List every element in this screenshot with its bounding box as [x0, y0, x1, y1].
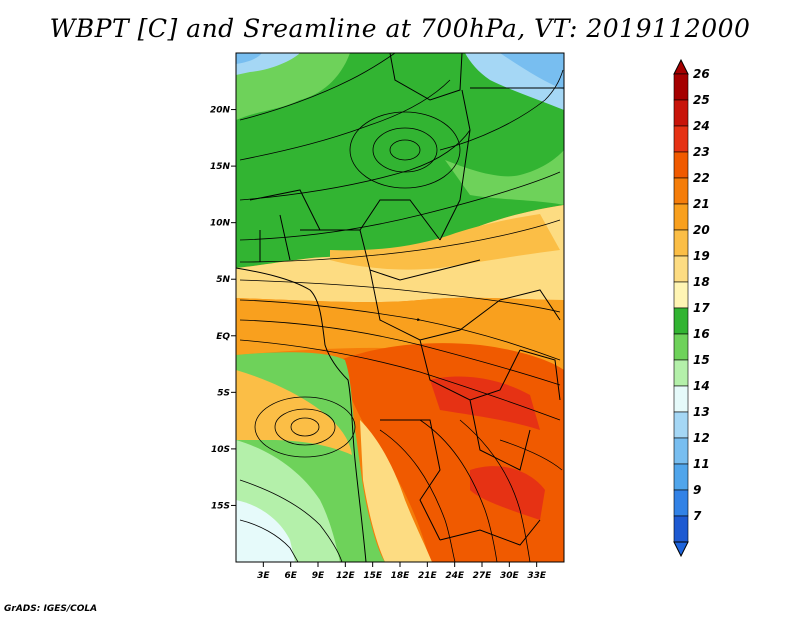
colorbar-top-arrow	[673, 58, 689, 75]
colorbar-swatch	[673, 255, 689, 283]
colorbar: 26 25 24 23 22 21 20 19 18 17 16 15 14 13 12 11 9 7	[673, 58, 710, 558]
colorbar-swatch	[673, 489, 689, 517]
colorbar-label: 18	[693, 275, 710, 289]
lon-tick-label: 27E	[473, 571, 493, 581]
colorbar-swatch	[673, 307, 689, 335]
colorbar-swatch	[673, 229, 689, 257]
colorbar-label: 23	[693, 145, 710, 159]
colorbar-label: 14	[693, 379, 710, 393]
colorbar-swatch	[673, 463, 689, 491]
lat-tick-label: 5N	[216, 275, 230, 285]
latitude-axis: 20N 15N 10N 5N EQ 5S 10S 15S	[210, 106, 236, 511]
colorbar-label: 11	[693, 457, 710, 471]
colorbar-label: 9	[693, 483, 701, 497]
lon-tick-label: 30E	[500, 571, 520, 581]
colorbar-label: 20	[693, 223, 710, 237]
colorbar-swatch	[673, 333, 689, 361]
lon-tick-label: 6E	[284, 571, 297, 581]
plot-title: WBPT [C] and Sreamline at 700hPa, VT: 20…	[49, 14, 751, 43]
lat-tick-label: 15S	[211, 501, 230, 511]
lon-tick-label: 12E	[336, 571, 356, 581]
lat-tick-label: 15N	[210, 162, 231, 172]
colorbar-label: 13	[693, 405, 710, 419]
lat-tick-label: 10S	[211, 445, 230, 455]
colorbar-swatch	[673, 281, 689, 309]
country-borders	[236, 53, 564, 562]
colorbar-label: 7	[693, 509, 702, 523]
lon-tick-label: 15E	[363, 571, 383, 581]
lon-tick-label: 18E	[391, 571, 411, 581]
colorbar-swatch	[673, 151, 689, 179]
colorbar-label: 17	[693, 301, 710, 315]
colorbar-label: 22	[693, 171, 710, 185]
colorbar-label: 15	[693, 353, 710, 367]
colorbar-swatch	[673, 125, 689, 153]
colorbar-label: 26	[693, 67, 710, 81]
colorbar-label: 19	[693, 249, 710, 263]
lon-tick-label: 24E	[445, 571, 465, 581]
colorbar-swatch	[673, 177, 689, 205]
lon-tick-label: 21E	[418, 571, 438, 581]
colorbar-swatch	[673, 73, 689, 101]
colorbar-label: 12	[693, 431, 710, 445]
colorbar-label: 21	[693, 197, 710, 211]
colorbar-swatch	[673, 411, 689, 439]
colorbar-swatch	[673, 437, 689, 465]
colorbar-label: 25	[693, 93, 710, 107]
colorbar-swatch	[673, 359, 689, 387]
longitude-axis: 3E 6E 9E 12E 15E 18E 21E 24E 27E 30E 33E	[257, 562, 547, 581]
colorbar-swatch	[673, 203, 689, 231]
lat-tick-label: 10N	[210, 219, 231, 229]
lon-tick-label: 33E	[527, 571, 547, 581]
wbpt-shaded-field	[236, 53, 564, 562]
lat-tick-label: EQ	[216, 332, 230, 342]
colorbar-swatch	[673, 515, 689, 543]
colorbar-label: 24	[693, 119, 710, 133]
colorbar-swatch	[673, 99, 689, 127]
lat-tick-label: 20N	[210, 106, 231, 116]
colorbar-label: 16	[693, 327, 710, 341]
lon-tick-label: 3E	[257, 571, 270, 581]
colorbar-swatch	[673, 385, 689, 413]
colorbar-bottom-arrow	[673, 541, 689, 558]
credit-label: GrADS: IGES/COLA	[4, 604, 98, 614]
lat-tick-label: 5S	[217, 388, 230, 398]
lon-tick-label: 9E	[312, 571, 325, 581]
